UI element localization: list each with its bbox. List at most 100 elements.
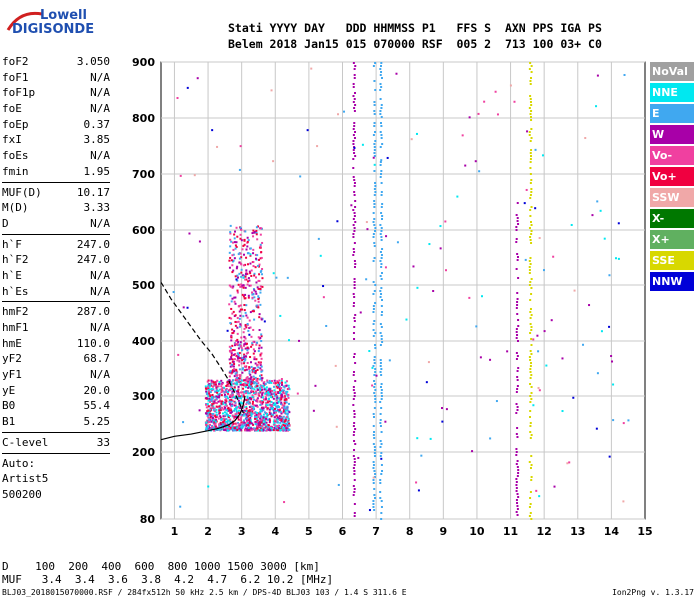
echo-dot bbox=[212, 388, 215, 391]
echo-band-dot bbox=[372, 260, 375, 262]
echo-band-dot bbox=[380, 338, 383, 340]
echo-dot bbox=[286, 407, 289, 410]
echo-band-dot bbox=[529, 83, 532, 85]
echo-band-dot bbox=[373, 452, 376, 454]
echo-dot bbox=[225, 412, 228, 415]
echo-dot bbox=[252, 340, 255, 343]
echo-dot bbox=[279, 396, 282, 399]
noise-dot bbox=[274, 411, 277, 414]
echo-band-dot bbox=[380, 443, 383, 445]
noise-dot bbox=[506, 350, 509, 353]
echo-dot bbox=[249, 411, 252, 414]
echo-dot bbox=[244, 275, 247, 278]
echo-band-dot bbox=[381, 311, 384, 313]
echo-dot bbox=[235, 415, 238, 418]
echo-band-dot bbox=[373, 446, 376, 448]
echo-dot bbox=[215, 402, 218, 405]
echo-dot bbox=[264, 383, 267, 386]
param-row: h`E N/A bbox=[2, 268, 110, 284]
echo-dot bbox=[252, 260, 255, 263]
echo-dot bbox=[250, 413, 253, 416]
echo-dot bbox=[255, 343, 258, 346]
echo-band-dot bbox=[516, 385, 519, 387]
echo-band-dot bbox=[354, 65, 357, 67]
noise-dot bbox=[176, 97, 179, 100]
echo-band-dot bbox=[353, 479, 356, 481]
echo-band-dot bbox=[529, 95, 532, 97]
echo-dot bbox=[274, 394, 277, 397]
echo-dot bbox=[240, 275, 243, 278]
noise-dot bbox=[314, 384, 317, 387]
muf-row: MUF 3.4 3.4 3.6 3.8 4.2 4.7 6.2 10.2 [MH… bbox=[2, 573, 334, 586]
echo-dot bbox=[209, 412, 212, 415]
echo-band-dot bbox=[379, 164, 382, 166]
echo-dot bbox=[247, 329, 250, 332]
noise-dot bbox=[416, 286, 419, 289]
echo-band-dot bbox=[373, 380, 376, 382]
echo-dot bbox=[210, 414, 213, 417]
echo-band-dot bbox=[372, 416, 375, 418]
echo-dot bbox=[280, 403, 283, 406]
echo-dot bbox=[230, 395, 233, 398]
echo-dot bbox=[248, 370, 251, 373]
y-tick-label: 300 bbox=[132, 390, 155, 403]
echo-band-dot bbox=[379, 275, 382, 277]
echo-dot bbox=[248, 410, 251, 413]
echo-dot bbox=[228, 345, 231, 348]
echo-band-dot bbox=[352, 398, 355, 400]
echo-dot bbox=[256, 421, 259, 424]
echo-dot bbox=[207, 409, 210, 412]
echo-band-dot bbox=[380, 182, 383, 184]
noise-dot bbox=[608, 325, 611, 328]
echo-band-dot bbox=[372, 212, 375, 214]
echo-band-dot bbox=[380, 125, 383, 127]
param-row: h`F 247.0 bbox=[2, 237, 110, 253]
echo-dot bbox=[258, 263, 261, 266]
echo-band-dot bbox=[352, 389, 355, 391]
echo-band-dot bbox=[353, 410, 356, 412]
echo-dot bbox=[214, 422, 217, 425]
echo-dot bbox=[237, 357, 240, 360]
echo-dot bbox=[282, 428, 285, 431]
echo-dot bbox=[241, 368, 244, 371]
echo-dot bbox=[236, 426, 239, 429]
echo-band-dot bbox=[515, 511, 518, 513]
echo-dot bbox=[210, 396, 213, 399]
noise-dot bbox=[368, 509, 371, 512]
noise-dot bbox=[272, 160, 275, 163]
echo-dot bbox=[243, 379, 246, 382]
echo-dot bbox=[225, 398, 228, 401]
echo-dot bbox=[229, 245, 232, 248]
noise-dot bbox=[596, 372, 599, 375]
echo-dot bbox=[245, 256, 248, 259]
echo-dot bbox=[248, 284, 251, 287]
echo-dot bbox=[236, 265, 239, 268]
echo-dot bbox=[226, 426, 229, 429]
echo-dot bbox=[254, 299, 257, 302]
echo-dot bbox=[233, 396, 236, 399]
echo-dot bbox=[251, 412, 254, 415]
echo-dot bbox=[246, 401, 249, 404]
echo-dot bbox=[207, 390, 210, 393]
echo-band-dot bbox=[374, 371, 377, 373]
echo-dot bbox=[250, 269, 253, 272]
noise-dot bbox=[375, 374, 378, 377]
echo-dot bbox=[239, 323, 242, 326]
noise-dot bbox=[172, 291, 175, 294]
echo-dot bbox=[231, 426, 234, 429]
echo-dot bbox=[239, 324, 242, 327]
echo-band-dot bbox=[515, 328, 518, 330]
echo-dot bbox=[238, 429, 241, 432]
echo-dot bbox=[272, 429, 275, 432]
echo-dot bbox=[234, 342, 237, 345]
echo-dot bbox=[223, 411, 226, 414]
echo-dot bbox=[251, 293, 254, 296]
echo-dot bbox=[238, 357, 241, 360]
echo-dot bbox=[259, 245, 262, 248]
echo-dot bbox=[230, 356, 233, 359]
noise-dot bbox=[283, 501, 286, 504]
echo-dot bbox=[211, 397, 214, 400]
echo-band-dot bbox=[529, 377, 532, 379]
echo-band-dot bbox=[529, 80, 532, 82]
echo-band-dot bbox=[381, 218, 384, 220]
